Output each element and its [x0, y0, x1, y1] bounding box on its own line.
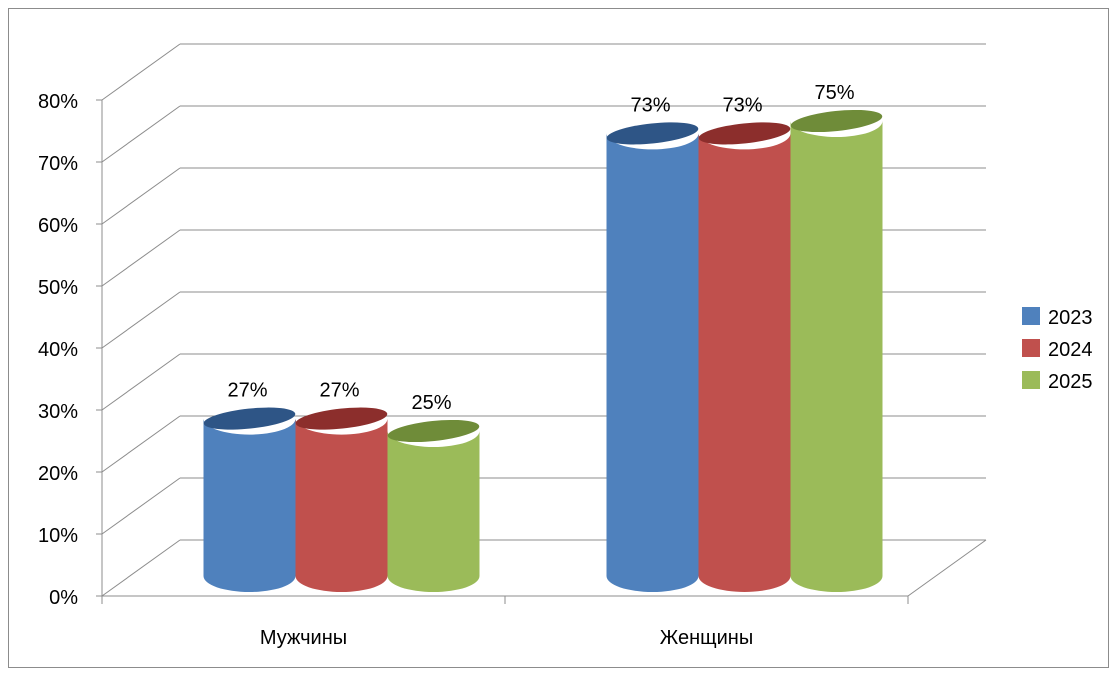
- data-labels: 27% 27% 25% 73% 73% 75%: [227, 82, 854, 414]
- gridline-side: [101, 477, 181, 535]
- gridline-side: [101, 291, 181, 349]
- data-label: 27%: [319, 380, 359, 402]
- gridline-side: [101, 105, 181, 163]
- chart-border: [8, 8, 1109, 668]
- gridline-side: [101, 167, 181, 225]
- bar: [203, 407, 296, 592]
- bar: [606, 122, 699, 592]
- data-label: 25%: [411, 392, 451, 414]
- bar-body: [295, 418, 388, 592]
- legend-label: 2023: [1048, 307, 1093, 329]
- bar-top: [698, 122, 791, 145]
- y-tick-label: 70%: [38, 153, 78, 175]
- legend-label: 2025: [1048, 371, 1093, 393]
- x-tick-label: Мужчины: [260, 627, 347, 649]
- bar-top: [606, 122, 699, 145]
- bar: [790, 109, 883, 592]
- bar-top: [203, 407, 296, 430]
- y-tick-label: 0%: [49, 587, 78, 609]
- y-tick-label: 30%: [38, 401, 78, 423]
- data-label: 27%: [227, 380, 267, 402]
- bar-top: [295, 407, 388, 430]
- data-label: 73%: [630, 94, 670, 116]
- bar-body: [387, 431, 480, 592]
- bar: [387, 419, 480, 592]
- legend-swatch: [1022, 307, 1040, 325]
- y-tick-label: 10%: [38, 525, 78, 547]
- bar: [698, 122, 791, 592]
- bar-top: [790, 109, 883, 133]
- gridline-side: [101, 539, 181, 597]
- data-label: 75%: [814, 82, 854, 104]
- y-tick-label: 80%: [38, 91, 78, 113]
- bar-body: [698, 133, 791, 592]
- y-tick-label: 60%: [38, 215, 78, 237]
- y-tick-label: 40%: [38, 339, 78, 361]
- bar-top: [387, 419, 480, 443]
- legend-label: 2024: [1048, 339, 1093, 361]
- bar-body: [203, 418, 296, 592]
- y-tick-label: 50%: [38, 277, 78, 299]
- bar-body: [790, 121, 883, 592]
- bars: [203, 109, 883, 592]
- y-tick-label: 20%: [38, 463, 78, 485]
- axes: 0% 10% 20% 30% 40% 50% 60% 70% 80% Мужчины Женщины: [38, 91, 987, 649]
- gridline-side: [101, 415, 181, 473]
- gridline-side: [101, 229, 181, 287]
- gridline-side: [101, 353, 181, 411]
- bar-body: [606, 133, 699, 592]
- x-tick-label: Женщины: [660, 627, 753, 649]
- floor-edge: [907, 539, 987, 597]
- legend-swatch: [1022, 371, 1040, 389]
- gridline-side: [101, 43, 181, 101]
- data-label: 73%: [722, 94, 762, 116]
- legend-swatch: [1022, 339, 1040, 357]
- bar: [295, 407, 388, 592]
- legend: 2023 2024 2025: [1022, 307, 1093, 393]
